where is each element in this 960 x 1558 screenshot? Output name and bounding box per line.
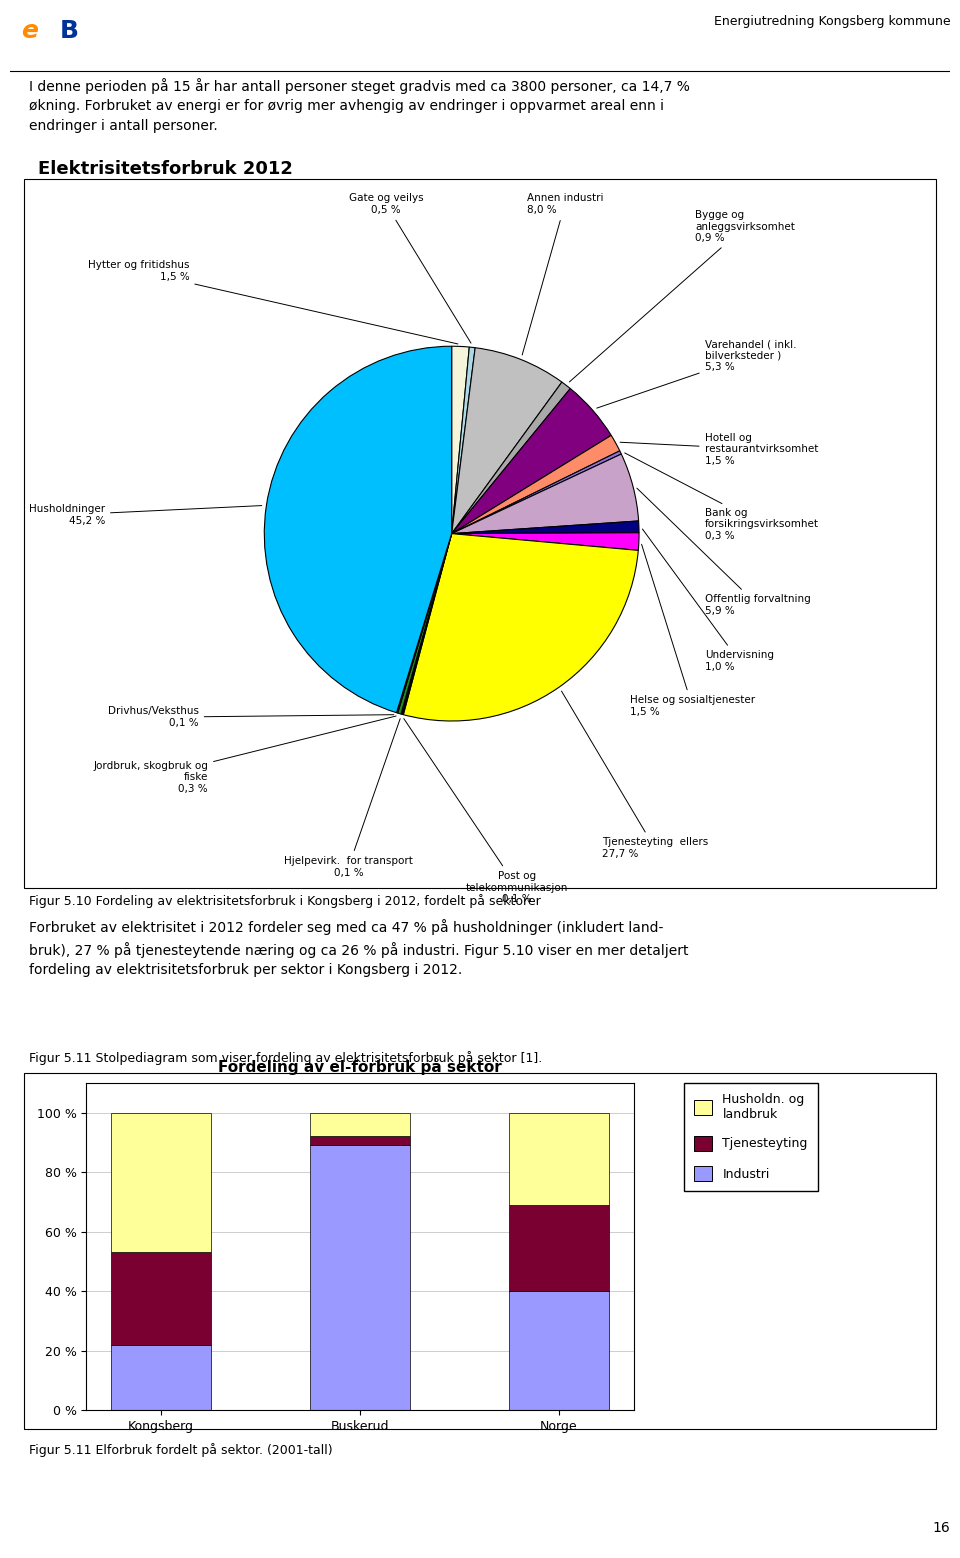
Wedge shape bbox=[451, 346, 469, 533]
Wedge shape bbox=[451, 450, 621, 533]
Wedge shape bbox=[451, 382, 570, 533]
Title: Fordeling av el-forbruk på sektor: Fordeling av el-forbruk på sektor bbox=[218, 1058, 502, 1075]
Text: Husholdninger
45,2 %: Husholdninger 45,2 % bbox=[29, 505, 262, 525]
Wedge shape bbox=[264, 346, 451, 712]
Text: Post og
telekommunikasjon
0,1 %: Post og telekommunikasjon 0,1 % bbox=[404, 718, 568, 904]
Wedge shape bbox=[451, 388, 612, 533]
Text: Elektrisitetsforbruk 2012: Elektrisitetsforbruk 2012 bbox=[37, 160, 293, 179]
Text: B: B bbox=[60, 19, 79, 44]
Legend: Husholdn. og
landbruk, Tjenesteyting, Industri: Husholdn. og landbruk, Tjenesteyting, In… bbox=[684, 1083, 818, 1190]
Bar bbox=[310, 1112, 410, 1136]
Text: 16: 16 bbox=[933, 1522, 950, 1535]
Wedge shape bbox=[451, 347, 475, 533]
Wedge shape bbox=[451, 347, 562, 533]
Text: Varehandel ( inkl.
bilverksteder )
5,3 %: Varehandel ( inkl. bilverksteder ) 5,3 % bbox=[597, 340, 796, 408]
Wedge shape bbox=[451, 435, 620, 533]
Text: Offentlig forvaltning
5,9 %: Offentlig forvaltning 5,9 % bbox=[636, 488, 810, 615]
Bar bbox=[111, 1112, 211, 1253]
Text: I denne perioden på 15 år har antall personer steget gradvis med ca 3800 persone: I denne perioden på 15 år har antall per… bbox=[29, 78, 689, 132]
Text: Hytter og fritidshus
1,5 %: Hytter og fritidshus 1,5 % bbox=[87, 260, 458, 344]
Text: Helse og sosialtjenester
1,5 %: Helse og sosialtjenester 1,5 % bbox=[630, 544, 755, 717]
Text: Undervisning
1,0 %: Undervisning 1,0 % bbox=[642, 530, 774, 671]
Wedge shape bbox=[451, 533, 639, 550]
Text: Figur 5.11 Stolpediagram som viser fordeling av elektrisitetsforbruk på sektor [: Figur 5.11 Stolpediagram som viser forde… bbox=[29, 1052, 542, 1064]
Wedge shape bbox=[396, 533, 451, 714]
Text: Tjenesteyting  ellers
27,7 %: Tjenesteyting ellers 27,7 % bbox=[562, 692, 708, 858]
Wedge shape bbox=[402, 533, 451, 715]
Wedge shape bbox=[451, 520, 639, 533]
Text: Energiutredning Kongsberg kommune: Energiutredning Kongsberg kommune bbox=[714, 16, 950, 28]
Bar bbox=[111, 1253, 211, 1345]
Text: Hotell og
restaurantvirksomhet
1,5 %: Hotell og restaurantvirksomhet 1,5 % bbox=[620, 433, 818, 466]
Text: Figur 5.11 Elforbruk fordelt på sektor. (2001-tall): Figur 5.11 Elforbruk fordelt på sektor. … bbox=[29, 1444, 332, 1457]
Text: Bank og
forsikringsvirksomhet
0,3 %: Bank og forsikringsvirksomhet 0,3 % bbox=[625, 453, 819, 541]
Text: Drivhus/Veksthus
0,1 %: Drivhus/Veksthus 0,1 % bbox=[108, 706, 394, 728]
Wedge shape bbox=[451, 453, 638, 533]
Text: Gate og veilys
0,5 %: Gate og veilys 0,5 % bbox=[348, 193, 471, 343]
Wedge shape bbox=[397, 533, 451, 714]
Text: e: e bbox=[21, 19, 38, 44]
Text: Annen industri
8,0 %: Annen industri 8,0 % bbox=[522, 193, 603, 355]
Text: Jordbruk, skogbruk og
fiske
0,3 %: Jordbruk, skogbruk og fiske 0,3 % bbox=[93, 717, 396, 795]
Bar bbox=[509, 1292, 609, 1410]
Text: Hjelpevirk.  for transport
0,1 %: Hjelpevirk. for transport 0,1 % bbox=[284, 718, 413, 877]
Bar bbox=[509, 1112, 609, 1204]
Wedge shape bbox=[401, 533, 451, 714]
Text: Bygge og
anleggsvirksomhet
0,9 %: Bygge og anleggsvirksomhet 0,9 % bbox=[569, 210, 795, 382]
Text: Figur 5.10 Fordeling av elektrisitetsforbruk i Kongsberg i 2012, fordelt på sekt: Figur 5.10 Fordeling av elektrisitetsfor… bbox=[29, 894, 540, 907]
Bar bbox=[509, 1204, 609, 1292]
Wedge shape bbox=[403, 533, 638, 721]
Bar bbox=[111, 1345, 211, 1410]
Text: Forbruket av elektrisitet i 2012 fordeler seg med ca 47 % på husholdninger (inkl: Forbruket av elektrisitet i 2012 fordele… bbox=[29, 919, 688, 977]
Bar bbox=[310, 1136, 410, 1145]
Bar bbox=[310, 1145, 410, 1410]
